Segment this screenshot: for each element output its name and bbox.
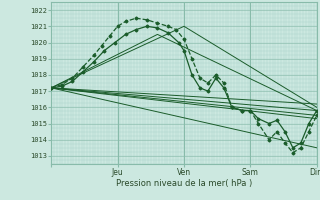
X-axis label: Pression niveau de la mer( hPa ): Pression niveau de la mer( hPa ) (116, 179, 252, 188)
